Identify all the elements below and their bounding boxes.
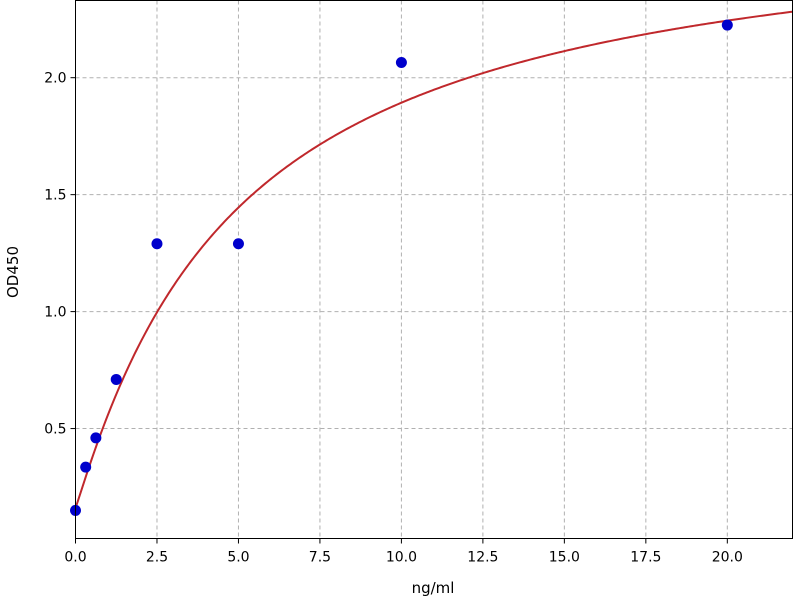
x-axis-label: ng/ml (412, 579, 455, 597)
y-tick-label: 2.0 (44, 71, 66, 87)
x-tick-label: 15.0 (549, 550, 580, 566)
y-tick-label: 1.5 (44, 188, 66, 204)
data-point (232, 238, 244, 250)
data-point (395, 56, 407, 68)
x-tick-label: 10.0 (386, 550, 417, 566)
data-point (721, 19, 733, 31)
x-tick-label: 2.5 (146, 550, 168, 566)
y-axis-ticks: 0.5 1.0 1.5 2.0 (44, 71, 76, 438)
x-tick-label: 5.0 (227, 550, 249, 566)
grid-lines (75, 0, 793, 539)
x-tick-label: 17.5 (630, 550, 661, 566)
x-tick-label: 7.5 (309, 550, 331, 566)
x-tick-label: 20.0 (712, 550, 743, 566)
data-point (80, 461, 92, 473)
y-axis-label: OD450 (4, 246, 22, 298)
x-tick-label: 12.5 (467, 550, 498, 566)
y-tick-label: 0.5 (44, 422, 66, 438)
fit-curve-line (74, 10, 793, 509)
data-point (110, 373, 122, 385)
x-tick-label: 0.0 (64, 550, 86, 566)
data-point (90, 432, 102, 444)
fit-curve (74, 10, 793, 509)
y-tick-label: 1.0 (44, 305, 66, 321)
x-axis-ticks: 0.0 2.5 5.0 7.5 10.0 12.5 15.0 17.5 20.0 (64, 538, 743, 566)
plot-frame (75, 0, 793, 539)
data-point (151, 238, 163, 250)
